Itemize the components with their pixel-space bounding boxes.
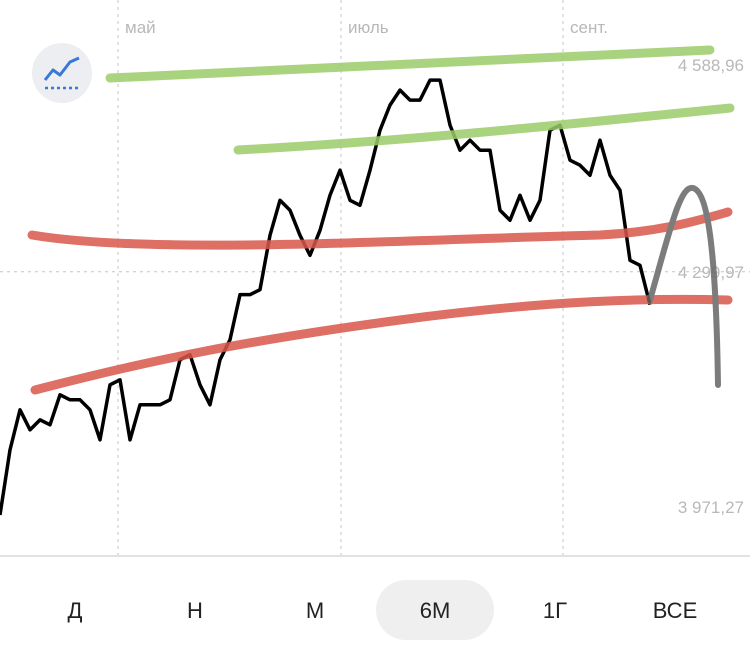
gray-stroke	[647, 185, 721, 388]
x-tick-label: май	[125, 18, 156, 37]
period-button[interactable]: 1Г	[543, 598, 567, 623]
period-button[interactable]: Н	[187, 598, 203, 623]
y-tick-label: 3 971,27	[678, 498, 744, 517]
red-stroke	[30, 294, 733, 395]
price-line	[0, 78, 652, 516]
period-button[interactable]: 6М	[420, 598, 451, 623]
grid: май июль сент.4 588,964 299,973 971,27	[0, 0, 750, 555]
red-stroke	[27, 207, 733, 250]
period-button[interactable]: Д	[68, 598, 83, 623]
green-stroke	[105, 45, 715, 83]
period-selector: Д Н М 6М 1Г ВСЕ	[68, 598, 698, 623]
plot	[0, 78, 652, 516]
x-tick-label: сент.	[570, 18, 608, 37]
period-button[interactable]: М	[306, 598, 324, 623]
hand-drawn-annotations	[27, 45, 735, 395]
icon-line	[43, 56, 80, 81]
chart-icon[interactable]	[32, 43, 92, 103]
period-button[interactable]: ВСЕ	[653, 598, 698, 623]
period-selected-bg	[376, 580, 494, 640]
green-stroke	[233, 103, 735, 155]
y-tick-label: 4 588,96	[678, 56, 744, 75]
x-tick-label: июль	[348, 18, 389, 37]
